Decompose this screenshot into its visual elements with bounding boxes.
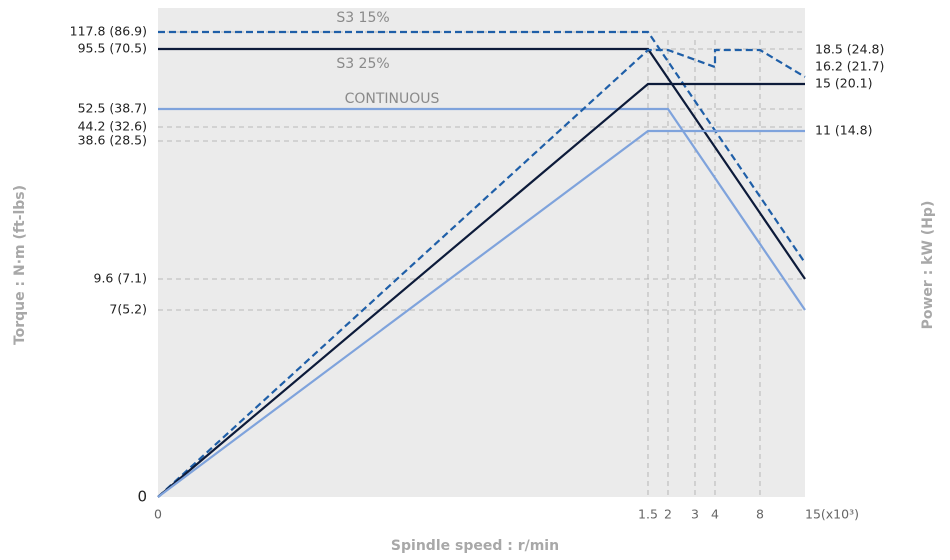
series-line	[157, 129, 805, 498]
series-line	[157, 82, 805, 498]
y2-tick-label: 11 (14.8)	[815, 123, 872, 138]
x-tick-label: 8	[756, 507, 764, 522]
y-tick-label: 9.6 (7.1)	[94, 271, 148, 286]
x-tick-label: 2	[664, 507, 672, 522]
series-label: S3 15%	[336, 10, 389, 26]
y-tick-label: 117.8 (86.9)	[70, 24, 147, 39]
series-label: S3 25%	[336, 56, 389, 72]
series-line	[158, 30, 806, 264]
y-tick-label: 44.2 (32.6)	[78, 119, 147, 134]
x-tick-label: 1.5	[638, 507, 658, 522]
y-tick-label: 0	[137, 488, 147, 506]
x-tick-label: 15(x10³)	[805, 507, 859, 522]
y2-axis-title: Power : kW (Hp)	[920, 201, 936, 330]
series-line	[158, 107, 806, 311]
y2-tick-label: 15 (20.1)	[815, 76, 872, 91]
series-label: CONTINUOUS	[345, 91, 440, 107]
y-tick-label: 95.5 (70.5)	[78, 41, 147, 56]
y2-tick-label: 16.2 (21.7)	[815, 59, 884, 74]
y-tick-label: 7(5.2)	[109, 302, 147, 317]
x-tick-label: 4	[711, 507, 719, 522]
x-tick-label: 0	[154, 507, 162, 522]
series-line	[157, 48, 806, 498]
y-tick-label: 38.6 (28.5)	[78, 133, 147, 148]
y-axis-title: Torque : N·m (ft-lbs)	[12, 185, 28, 345]
x-tick-label: 3	[691, 507, 699, 522]
y-tick-label: 52.5 (38.7)	[78, 101, 147, 116]
y2-tick-label: 18.5 (24.8)	[815, 42, 884, 57]
x-axis-title: Spindle speed : r/min	[391, 538, 559, 554]
